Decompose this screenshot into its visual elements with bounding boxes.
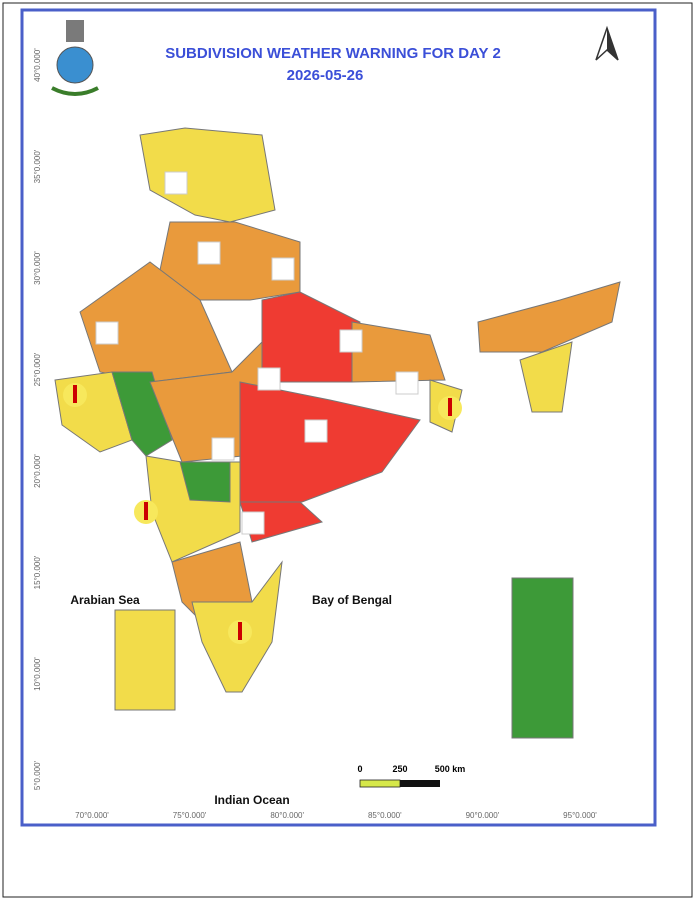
latitude-label: 35°0.000'	[33, 149, 42, 183]
emblem	[51, 20, 99, 96]
latitude-label: 30°0.000'	[33, 251, 42, 285]
longitude-label: 90°0.000'	[466, 811, 500, 820]
region	[179, 461, 231, 503]
latitude-labels: 40°0.000' 35°0.000' 30°0.000' 25°0.000' 20°0…	[33, 48, 42, 790]
map-regions	[54, 127, 621, 739]
warning-icons	[63, 171, 462, 644]
scale-label: 0	[357, 764, 362, 774]
ocean-label: Indian Ocean	[214, 793, 289, 807]
title: SUBDIVISION WEATHER WARNING FOR DAY 2	[165, 45, 501, 62]
latitude-label: 25°0.000'	[33, 352, 42, 386]
north-arrow	[595, 25, 619, 61]
scale-bar	[359, 779, 440, 788]
region	[351, 321, 446, 383]
lakshadweep-box	[114, 609, 176, 711]
longitude-label: 95°0.000'	[563, 811, 597, 820]
region	[477, 281, 621, 353]
scale-label: 500 km	[435, 764, 466, 774]
latitude-label: 15°0.000'	[33, 555, 42, 589]
date: 2026-05-26	[287, 67, 364, 84]
region	[519, 341, 573, 413]
longitude-label: 75°0.000'	[173, 811, 207, 820]
region	[139, 127, 276, 223]
scale-label: 250	[392, 764, 407, 774]
sea-label: Bay of Bengal	[312, 593, 392, 607]
longitude-label: 85°0.000'	[368, 811, 402, 820]
latitude-label: 5°0.000'	[33, 760, 42, 790]
longitude-labels: 70°0.000' 75°0.000' 80°0.000' 85°0.000' 90°0…	[75, 811, 597, 820]
andaman-box	[511, 577, 574, 739]
latitude-label: 10°0.000'	[33, 657, 42, 691]
latitude-label: 20°0.000'	[33, 454, 42, 488]
longitude-label: 80°0.000'	[270, 811, 304, 820]
longitude-label: 70°0.000'	[75, 811, 109, 820]
latitude-label: 40°0.000'	[33, 48, 42, 82]
sea-label: Arabian Sea	[70, 593, 140, 607]
scale-labels: 0 250 500 km	[357, 764, 465, 774]
